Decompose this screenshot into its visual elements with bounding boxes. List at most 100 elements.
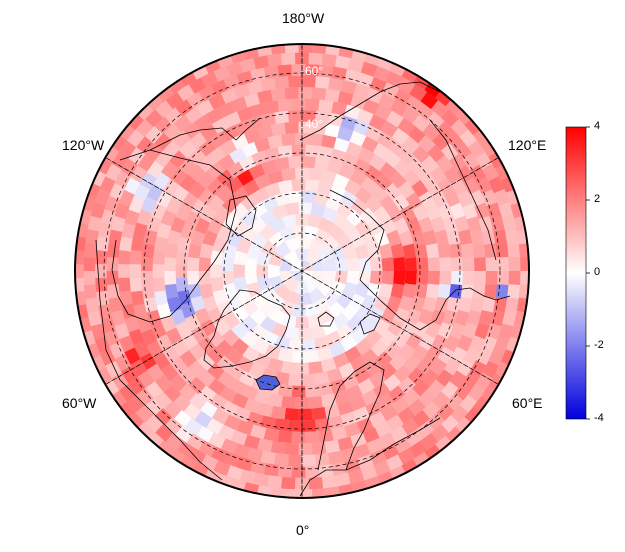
field-cell xyxy=(473,396,491,415)
field-cell xyxy=(416,271,429,285)
field-cell xyxy=(462,322,478,339)
field-cell xyxy=(277,383,293,398)
field-cell xyxy=(207,307,224,325)
field-cell xyxy=(305,465,320,478)
field-cell xyxy=(281,477,296,490)
field-cell xyxy=(318,464,334,478)
field-cell xyxy=(291,144,306,157)
field-cell xyxy=(502,310,517,327)
field-cell xyxy=(418,333,436,351)
field-cell xyxy=(402,388,421,406)
field-cell xyxy=(209,393,228,411)
field-cell xyxy=(118,383,137,402)
field-cell xyxy=(198,139,217,157)
field-cell xyxy=(180,223,196,240)
field-cell xyxy=(261,195,279,212)
field-cell xyxy=(288,156,302,169)
field-cell xyxy=(508,271,521,285)
field-cell xyxy=(267,134,283,149)
field-cell xyxy=(507,243,521,258)
field-cell xyxy=(287,419,302,432)
field-cell xyxy=(186,433,205,451)
field-cell xyxy=(348,469,365,485)
field-cell xyxy=(324,404,341,419)
field-cell xyxy=(481,385,499,403)
field-cell xyxy=(344,179,362,196)
field-cell xyxy=(181,332,199,350)
field-cell xyxy=(406,217,422,234)
field-cell xyxy=(328,223,346,241)
field-cell xyxy=(152,277,166,292)
field-cell xyxy=(362,98,380,115)
field-cell xyxy=(212,236,228,253)
field-cell xyxy=(431,100,449,118)
field-cell xyxy=(311,441,327,455)
field-cell xyxy=(462,256,475,271)
field-cell xyxy=(346,257,360,271)
field-cell xyxy=(232,305,250,323)
field-cell xyxy=(225,348,244,366)
field-cell xyxy=(331,461,348,476)
field-cell xyxy=(154,391,172,410)
field-cell xyxy=(268,231,285,248)
field-cell xyxy=(279,300,295,316)
field-cell xyxy=(350,326,369,345)
field-cell xyxy=(389,170,407,189)
field-cell xyxy=(208,146,226,164)
field-cell xyxy=(360,348,379,366)
field-cell xyxy=(360,465,378,481)
field-cell xyxy=(251,338,270,355)
field-cell xyxy=(206,161,225,180)
field-cell xyxy=(281,396,296,409)
field-cell xyxy=(410,296,426,313)
field-cell xyxy=(162,178,180,197)
field-cell xyxy=(435,155,454,173)
field-cell xyxy=(516,229,529,245)
colorbar-tick-2: 2 xyxy=(594,193,601,205)
field-cell xyxy=(454,310,470,327)
field-cell xyxy=(221,195,240,213)
field-cell xyxy=(495,243,509,258)
field-cell xyxy=(274,418,289,432)
field-cell xyxy=(372,382,391,400)
field-cell xyxy=(238,370,256,387)
field-cell xyxy=(404,271,417,285)
field-cell xyxy=(493,336,510,353)
field-cell xyxy=(518,243,529,258)
field-cell xyxy=(373,205,391,224)
field-cell xyxy=(431,334,448,352)
field-cell xyxy=(188,343,207,361)
field-cell xyxy=(353,158,372,175)
field-cell xyxy=(337,436,354,452)
field-cell xyxy=(469,360,487,378)
field-cell xyxy=(160,209,177,227)
field-cell xyxy=(302,373,316,386)
field-cell xyxy=(226,61,244,77)
field-cell xyxy=(421,368,440,387)
field-cell xyxy=(114,202,130,220)
field-cell xyxy=(206,362,225,381)
field-cell xyxy=(330,378,347,394)
field-cell xyxy=(456,165,474,183)
field-cell xyxy=(308,361,324,375)
field-cell xyxy=(243,434,260,450)
field-cell xyxy=(429,166,448,184)
field-cell xyxy=(254,389,271,405)
field-cell xyxy=(323,271,337,286)
field-cell xyxy=(412,114,431,132)
field-cell xyxy=(481,229,496,245)
field-cell xyxy=(244,271,258,285)
field-cell xyxy=(364,329,383,347)
field-cell xyxy=(470,229,484,245)
field-cell xyxy=(437,202,454,220)
field-cell xyxy=(236,106,254,122)
field-cell xyxy=(198,187,216,206)
field-cell xyxy=(143,296,158,313)
field-cell xyxy=(268,263,280,279)
field-cell xyxy=(90,202,106,219)
field-cell xyxy=(475,372,493,391)
field-cell xyxy=(308,133,323,146)
europe-coast xyxy=(299,417,441,497)
field-cell xyxy=(249,216,267,234)
field-cell xyxy=(164,107,183,125)
